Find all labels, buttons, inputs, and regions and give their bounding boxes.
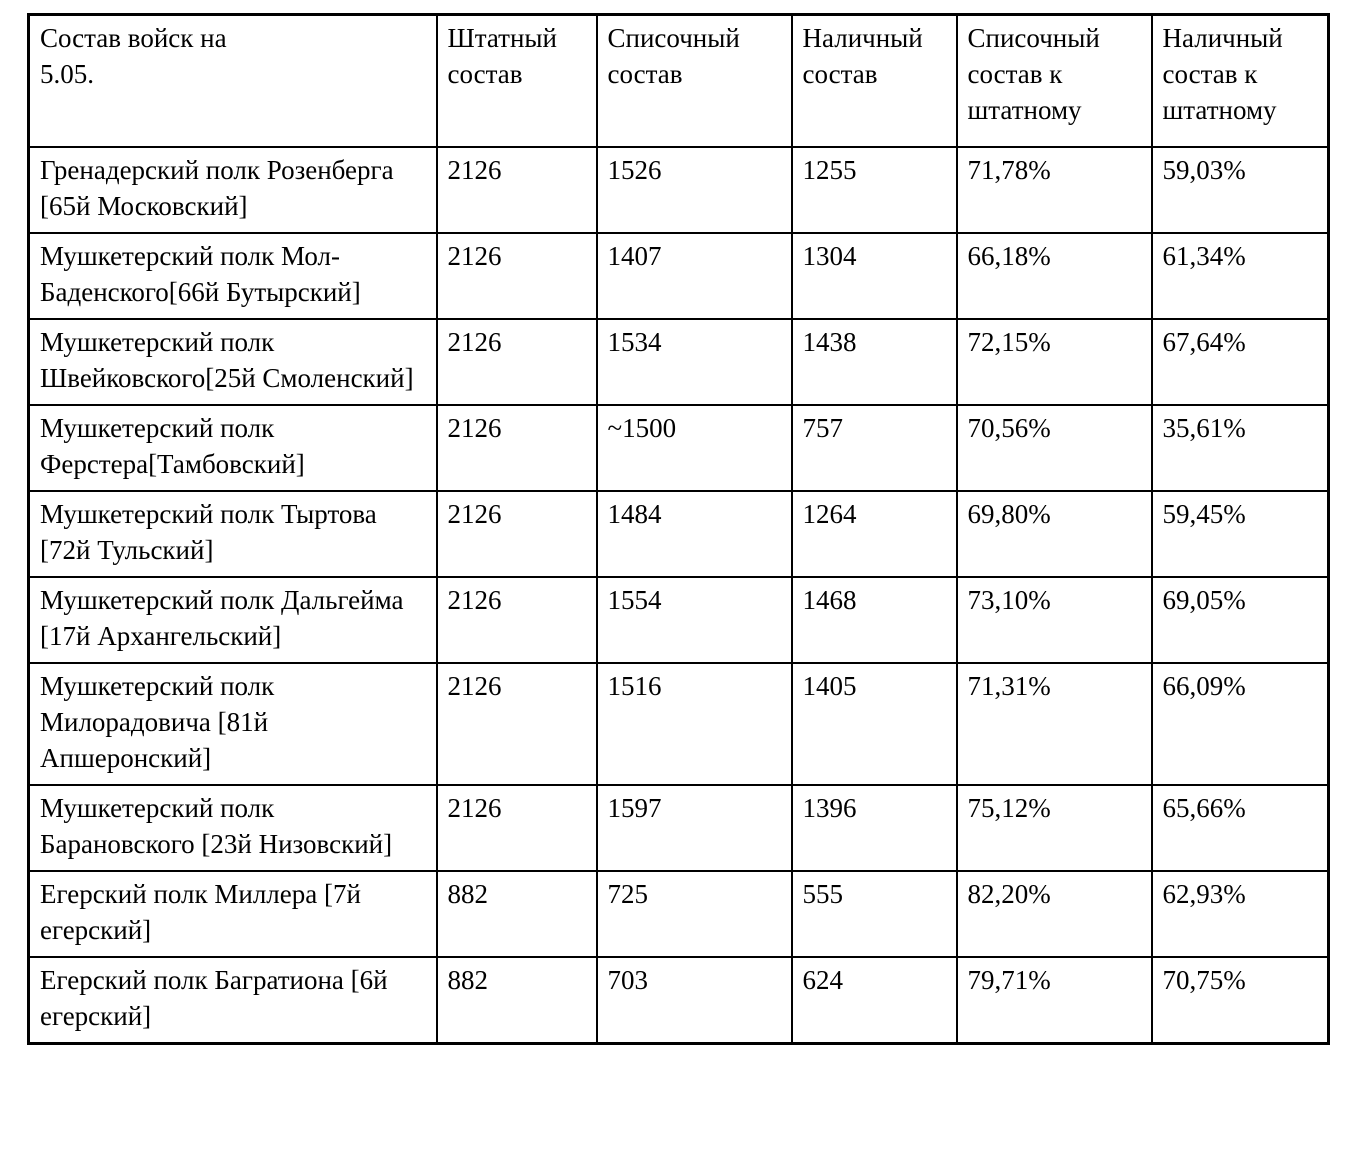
cell-nalichny-pct: 70,75% (1150, 956, 1330, 1045)
cell-spisochny-pct: 66,18% (955, 232, 1153, 320)
cell-unit-name: Мушкетерский полк Швейковского[25й Смоле… (27, 318, 438, 406)
cell-shtatny-sostav: 2126 (435, 404, 598, 492)
cell-spisochny-pct: 71,78% (955, 146, 1153, 234)
header-cell-spisochny-to-shtat: Списочный состав к штатному (955, 13, 1153, 148)
table-row: Мушкетерский полк Мол-Баденского[66й Бут… (27, 232, 1330, 320)
cell-unit-name: Гренадерский полк Розенберга [65й Москов… (27, 146, 438, 234)
cell-nalichny-sostav: 1304 (790, 232, 958, 320)
cell-spisochny-pct: 71,31% (955, 662, 1153, 786)
table-row: Егерский полк Багратиона [6й егерский] 8… (27, 956, 1330, 1045)
cell-unit-name: Егерский полк Багратиона [6й егерский] (27, 956, 438, 1045)
cell-spisochny-sostav: 1534 (595, 318, 793, 406)
cell-spisochny-sostav: 1526 (595, 146, 793, 234)
cell-spisochny-pct: 75,12% (955, 784, 1153, 872)
header-cell-unit-name: Состав войск на 5.05. (27, 13, 438, 148)
troops-strength-table: Состав войск на 5.05. Штатный состав Спи… (27, 13, 1330, 1045)
cell-nalichny-sostav: 1468 (790, 576, 958, 664)
cell-nalichny-sostav: 1264 (790, 490, 958, 578)
cell-spisochny-pct: 70,56% (955, 404, 1153, 492)
cell-spisochny-sostav: 1554 (595, 576, 793, 664)
cell-spisochny-sostav: ~1500 (595, 404, 793, 492)
header-cell-nalichny-sostav: Наличный состав (790, 13, 958, 148)
header-cell-nalichny-to-shtat: Наличный состав к штатному (1150, 13, 1330, 148)
table-header: Состав войск на 5.05. Штатный состав Спи… (27, 13, 1330, 148)
cell-spisochny-pct: 69,80% (955, 490, 1153, 578)
cell-spisochny-pct: 72,15% (955, 318, 1153, 406)
header-cell-spisochny-sostav: Списочный состав (595, 13, 793, 148)
cell-shtatny-sostav: 2126 (435, 232, 598, 320)
table-row: Мушкетерский полк Швейковского[25й Смоле… (27, 318, 1330, 406)
cell-nalichny-pct: 67,64% (1150, 318, 1330, 406)
cell-spisochny-pct: 73,10% (955, 576, 1153, 664)
table-row: Мушкетерский полк Тыртова [72й Тульский]… (27, 490, 1330, 578)
cell-shtatny-sostav: 2126 (435, 146, 598, 234)
cell-nalichny-pct: 59,45% (1150, 490, 1330, 578)
cell-shtatny-sostav: 2126 (435, 490, 598, 578)
cell-unit-name: Мушкетерский полк Милорадовича [81й Апше… (27, 662, 438, 786)
cell-shtatny-sostav: 882 (435, 956, 598, 1045)
cell-unit-name: Мушкетерский полк Дальгейма [17й Арханге… (27, 576, 438, 664)
cell-nalichny-sostav: 1405 (790, 662, 958, 786)
cell-nalichny-sostav: 555 (790, 870, 958, 958)
cell-nalichny-pct: 61,34% (1150, 232, 1330, 320)
cell-unit-name: Егерский полк Миллера [7й егерский] (27, 870, 438, 958)
table-row: Егерский полк Миллера [7й егерский] 882 … (27, 870, 1330, 958)
cell-nalichny-sostav: 757 (790, 404, 958, 492)
cell-shtatny-sostav: 2126 (435, 576, 598, 664)
table-row: Мушкетерский полк Барановского [23й Низо… (27, 784, 1330, 872)
cell-nalichny-sostav: 1255 (790, 146, 958, 234)
cell-unit-name: Мушкетерский полк Мол-Баденского[66й Бут… (27, 232, 438, 320)
table-row: Мушкетерский полк Дальгейма [17й Арханге… (27, 576, 1330, 664)
cell-nalichny-pct: 69,05% (1150, 576, 1330, 664)
cell-spisochny-sostav: 1407 (595, 232, 793, 320)
cell-nalichny-pct: 66,09% (1150, 662, 1330, 786)
cell-spisochny-sostav: 1484 (595, 490, 793, 578)
cell-spisochny-sostav: 1516 (595, 662, 793, 786)
header-row: Состав войск на 5.05. Штатный состав Спи… (27, 13, 1330, 148)
cell-nalichny-sostav: 624 (790, 956, 958, 1045)
table-body: Гренадерский полк Розенберга [65й Москов… (27, 146, 1330, 1045)
cell-shtatny-sostav: 2126 (435, 784, 598, 872)
header-cell-shtatny-sostav: Штатный состав (435, 13, 598, 148)
cell-nalichny-pct: 35,61% (1150, 404, 1330, 492)
cell-unit-name: Мушкетерский полк Тыртова [72й Тульский] (27, 490, 438, 578)
table-row: Мушкетерский полк Милорадовича [81й Апше… (27, 662, 1330, 786)
cell-spisochny-sostav: 703 (595, 956, 793, 1045)
cell-shtatny-sostav: 2126 (435, 318, 598, 406)
cell-spisochny-sostav: 725 (595, 870, 793, 958)
cell-unit-name: Мушкетерский полк Ферстера[Тамбовский] (27, 404, 438, 492)
cell-nalichny-pct: 65,66% (1150, 784, 1330, 872)
cell-spisochny-pct: 82,20% (955, 870, 1153, 958)
cell-unit-name: Мушкетерский полк Барановского [23й Низо… (27, 784, 438, 872)
cell-spisochny-sostav: 1597 (595, 784, 793, 872)
cell-shtatny-sostav: 882 (435, 870, 598, 958)
cell-spisochny-pct: 79,71% (955, 956, 1153, 1045)
cell-nalichny-pct: 59,03% (1150, 146, 1330, 234)
cell-nalichny-sostav: 1438 (790, 318, 958, 406)
cell-nalichny-pct: 62,93% (1150, 870, 1330, 958)
table-row: Мушкетерский полк Ферстера[Тамбовский] 2… (27, 404, 1330, 492)
cell-nalichny-sostav: 1396 (790, 784, 958, 872)
table-row: Гренадерский полк Розенберга [65й Москов… (27, 146, 1330, 234)
cell-shtatny-sostav: 2126 (435, 662, 598, 786)
